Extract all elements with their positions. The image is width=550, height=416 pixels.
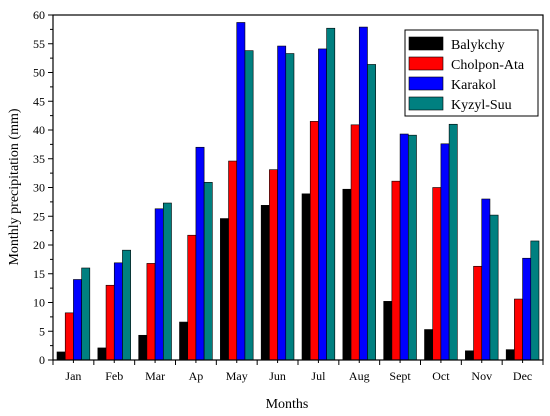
y-tick-label: 30 bbox=[33, 181, 45, 195]
x-tick-label: Oct bbox=[432, 369, 450, 383]
bar-cholpon-ata-dec bbox=[514, 298, 523, 361]
bar-cholpon-ata-may bbox=[228, 160, 238, 361]
bar-karakol-jul bbox=[318, 48, 327, 361]
bar-kyzyl-suu-feb bbox=[122, 249, 131, 361]
bar-karakol-aug bbox=[358, 26, 368, 361]
bar-cholpon-ata-mar bbox=[146, 263, 156, 361]
bar-cholpon-ata-jun bbox=[269, 169, 278, 361]
x-axis: Jan Feb Mar Ap May Jun Jul Aug Sept Oct Nov Dec bbox=[52, 360, 544, 383]
bar-karakol-may bbox=[236, 22, 246, 361]
bar-balykchy-jul bbox=[301, 193, 311, 361]
x-axis-title: Months bbox=[266, 397, 309, 412]
bar-cholpon-ata-nov bbox=[473, 265, 483, 361]
bar-kyzyl-suu-dec bbox=[530, 240, 540, 361]
bar-cholpon-ata-feb bbox=[105, 284, 115, 361]
bar-cholpon-ata-jul bbox=[309, 121, 319, 361]
x-tick-label: Jan bbox=[65, 369, 81, 383]
bar-karakol-jan bbox=[73, 279, 82, 361]
bar-karakol-sept bbox=[399, 133, 409, 361]
bar-kyzyl-suu-nov bbox=[489, 214, 499, 361]
y-axis-title: Monthly precipitation (mm) bbox=[7, 108, 22, 265]
x-tick-label: May bbox=[226, 369, 248, 383]
bar-balykchy-may bbox=[220, 218, 229, 361]
y-tick-label: 50 bbox=[33, 66, 45, 80]
bar-balykchy-nov bbox=[465, 350, 474, 361]
y-tick-label: 60 bbox=[33, 8, 45, 22]
y-tick-label: 25 bbox=[33, 209, 45, 223]
y-tick-label: 5 bbox=[39, 324, 45, 338]
bar-kyzyl-suu-may bbox=[244, 50, 254, 361]
legend-label: Karakol bbox=[451, 78, 496, 93]
bar-cholpon-ata-aug bbox=[350, 124, 360, 361]
y-tick-label: 20 bbox=[33, 238, 45, 252]
y-tick-label: 55 bbox=[33, 37, 45, 51]
bar-kyzyl-suu-jan bbox=[81, 267, 91, 361]
bar-kyzyl-suu-sept bbox=[407, 134, 417, 361]
bar-karakol-jun bbox=[277, 45, 287, 361]
bar-cholpon-ata-jan bbox=[64, 312, 74, 361]
legend-swatch bbox=[408, 96, 444, 111]
legend-swatch bbox=[408, 36, 444, 51]
bar-balykchy-oct bbox=[424, 329, 434, 361]
legend-label: Kyzyl-Suu bbox=[451, 98, 512, 113]
bar-balykchy-sept bbox=[383, 301, 393, 361]
bar-karakol-dec bbox=[522, 257, 532, 361]
bar-karakol-feb bbox=[113, 262, 123, 361]
x-tick-label: Ap bbox=[189, 369, 204, 383]
bar-kyzyl-suu-aug bbox=[367, 64, 376, 361]
x-tick-label: Jul bbox=[311, 369, 326, 383]
legend: Balykchy Cholpon-Ata Karakol Kyzyl-Suu bbox=[404, 29, 539, 117]
bar-cholpon-ata-sept bbox=[391, 180, 401, 361]
bar-kyzyl-suu-jun bbox=[285, 53, 295, 361]
x-tick-label: Dec bbox=[513, 369, 532, 383]
y-axis: 0 5 10 15 20 25 30 35 40 45 50 55 60 bbox=[33, 8, 53, 367]
y-tick-label: 0 bbox=[39, 353, 45, 367]
legend-label: Balykchy bbox=[451, 38, 505, 53]
y-tick-label: 40 bbox=[33, 123, 45, 137]
x-tick-label: Feb bbox=[105, 369, 123, 383]
bar-balykchy-aug bbox=[342, 188, 352, 361]
legend-label: Cholpon-Ata bbox=[451, 58, 525, 73]
bar-balykchy-dec bbox=[505, 349, 515, 361]
y-tick-label: 35 bbox=[33, 152, 45, 166]
bar-balykchy-ap bbox=[179, 321, 189, 361]
x-tick-label: Sept bbox=[389, 369, 411, 383]
bar-balykchy-jan bbox=[56, 351, 66, 361]
bar-kyzyl-suu-ap bbox=[203, 182, 213, 361]
legend-swatch bbox=[408, 76, 444, 91]
bar-balykchy-mar bbox=[138, 334, 148, 361]
bar-cholpon-ata-oct bbox=[432, 187, 442, 361]
bar-balykchy-feb bbox=[97, 347, 107, 361]
bar-kyzyl-suu-oct bbox=[448, 123, 458, 361]
bar-kyzyl-suu-mar bbox=[162, 202, 172, 361]
y-tick-label: 15 bbox=[33, 267, 45, 281]
bar-karakol-mar bbox=[154, 208, 164, 361]
bar-karakol-ap bbox=[195, 146, 205, 361]
bar-kyzyl-suu-jul bbox=[326, 27, 336, 361]
x-tick-label: Nov bbox=[471, 369, 492, 383]
bar-balykchy-jun bbox=[260, 205, 270, 361]
x-tick-label: Jun bbox=[269, 369, 286, 383]
y-tick-label: 45 bbox=[33, 94, 45, 108]
x-tick-label: Aug bbox=[349, 369, 370, 383]
bar-cholpon-ata-ap bbox=[187, 234, 197, 361]
y-tick-label: 10 bbox=[33, 296, 45, 310]
x-tick-label: Mar bbox=[145, 369, 165, 383]
bars-layer bbox=[56, 22, 540, 361]
legend-swatch bbox=[408, 56, 444, 71]
bar-karakol-oct bbox=[440, 143, 450, 361]
bar-karakol-nov bbox=[481, 198, 491, 361]
